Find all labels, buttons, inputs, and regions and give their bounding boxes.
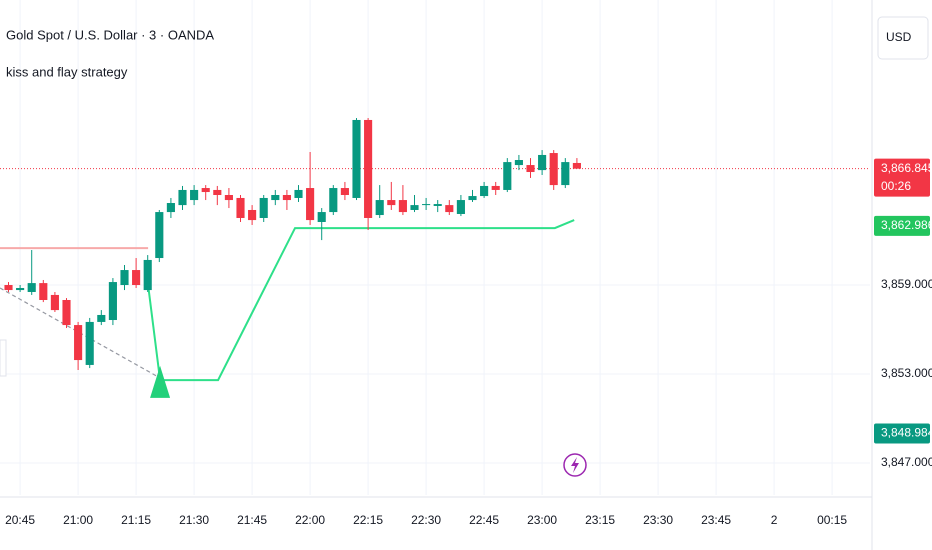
- event-icon: [563, 453, 587, 477]
- candle-body: [445, 205, 454, 213]
- price-label: 3,848.984: [881, 426, 932, 440]
- x-tick-label: 21:45: [237, 513, 267, 527]
- candle-body: [4, 285, 13, 291]
- candle-body: [433, 204, 442, 206]
- x-tick-label: 23:00: [527, 513, 557, 527]
- candle-body: [143, 259, 152, 291]
- candle-body: [224, 195, 233, 201]
- candle-body: [468, 196, 477, 201]
- x-tick-label: 21:00: [63, 513, 93, 527]
- candle-body: [375, 200, 384, 216]
- price-label-bg: [874, 158, 930, 197]
- currency-label: USD: [886, 30, 912, 44]
- candle-body: [549, 153, 558, 186]
- price-label-bg: [874, 423, 930, 444]
- candle-body: [340, 188, 349, 196]
- buy-signal: [150, 365, 171, 398]
- candle-body: [108, 282, 117, 321]
- candle-body: [538, 154, 547, 171]
- candle-body: [572, 162, 581, 169]
- candle-body: [120, 270, 129, 286]
- candle-body: [387, 200, 396, 206]
- candle-body: [398, 200, 407, 213]
- indicator-line: [147, 219, 575, 382]
- candle-body: [329, 188, 338, 213]
- chart-title: Gold Spot / U.S. Dollar · 3 · OANDA: [6, 27, 214, 42]
- candle-body: [85, 321, 94, 365]
- candle-body: [166, 203, 175, 213]
- candle-body: [491, 185, 500, 190]
- x-tick-label: 23:15: [585, 513, 615, 527]
- x-tick-label: 20:45: [5, 513, 35, 527]
- x-tick-label: 21:30: [179, 513, 209, 527]
- price-label-bg: [874, 215, 930, 236]
- candle-body: [364, 119, 373, 218]
- candle-body: [352, 119, 361, 198]
- candle-body: [248, 209, 257, 221]
- x-tick-label: 22:15: [353, 513, 383, 527]
- y-tick-label: 3,859.000: [881, 277, 932, 291]
- candle-body: [27, 283, 36, 292]
- candle-body: [155, 212, 164, 259]
- indicator-name: kiss and flay strategy: [6, 64, 128, 79]
- candle-body: [526, 165, 535, 173]
- price-label: 3,866.845: [881, 161, 932, 175]
- candle-body: [16, 287, 25, 291]
- candle-body: [410, 205, 419, 210]
- candle-body: [236, 197, 245, 218]
- candle-body: [422, 204, 431, 206]
- countdown: 00:26: [881, 179, 911, 193]
- candle-body: [503, 162, 512, 190]
- candle-body: [39, 283, 48, 300]
- candle-body: [178, 189, 187, 206]
- x-tick-label: 23:30: [643, 513, 673, 527]
- candle-body: [282, 195, 291, 201]
- candle-body: [62, 299, 71, 326]
- candle-body: [317, 212, 326, 222]
- candle-body: [306, 188, 315, 221]
- x-tick-label: 00:15: [817, 513, 847, 527]
- candle-body: [271, 195, 280, 201]
- y-tick-label: 3,853.000: [881, 366, 932, 380]
- x-tick-label: 21:15: [121, 513, 151, 527]
- candle-body: [514, 160, 523, 166]
- candle-body: [50, 294, 59, 311]
- candle-body: [456, 200, 465, 214]
- plot: [0, 118, 870, 398]
- candle-body: [97, 314, 106, 322]
- candle-body: [190, 189, 199, 201]
- side-handle[interactable]: [0, 339, 7, 377]
- candle-body: [201, 188, 210, 193]
- candle-body: [213, 189, 222, 196]
- currency-button[interactable]: [877, 16, 929, 60]
- x-tick-label: 2: [771, 513, 778, 527]
- candle-body: [259, 197, 268, 218]
- price-label: 3,862.986: [881, 218, 932, 232]
- candle-body: [132, 270, 141, 286]
- y-tick-label: 3,847.000: [881, 455, 932, 469]
- candle-body: [561, 162, 570, 186]
- candle-body: [294, 189, 303, 198]
- x-tick-label: 22:45: [469, 513, 499, 527]
- x-tick-label: 22:00: [295, 513, 325, 527]
- x-tick-label: 23:45: [701, 513, 731, 527]
- candle-body: [480, 185, 489, 197]
- x-tick-label: 22:30: [411, 513, 441, 527]
- candle-body: [74, 325, 83, 361]
